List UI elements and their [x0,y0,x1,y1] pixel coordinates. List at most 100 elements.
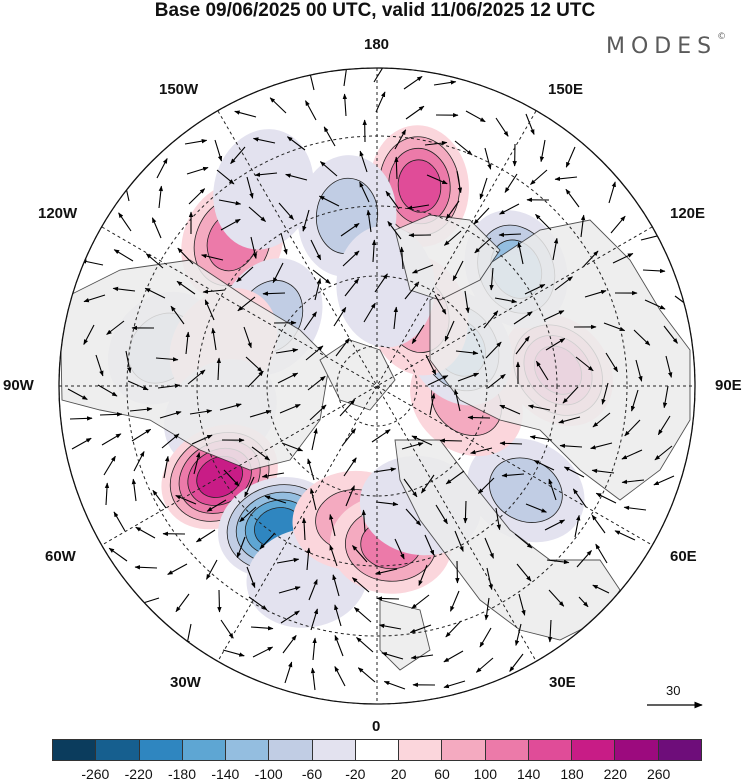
wind-vector [605,352,619,373]
wind-vector [269,97,287,114]
wind-vector [411,594,430,609]
wind-vector [424,140,448,146]
wind-vector [562,386,579,404]
lon-label-120e: 120E [670,205,706,222]
wind-vector [630,389,639,412]
wind-vector [254,172,278,177]
wind-vector [211,327,217,351]
wind-vector [456,170,463,194]
wind-vector [443,680,466,689]
wind-vector [281,442,304,452]
wind-vector [504,173,518,193]
wind-vector [514,533,533,549]
wind-vector [657,415,671,436]
modes-logo: MODES© [606,32,727,59]
wind-vector [272,262,284,284]
wind-vector [156,158,168,179]
wind-vector [548,589,565,607]
wind-vector [175,593,190,613]
wind-vector [663,325,678,344]
colorbar-swatch [52,739,97,761]
colorbar-tick-label: -20 [345,766,366,782]
wind-vector [170,305,185,325]
wind-vector [334,604,342,627]
map-title: Base 09/06/2025 00 UTC, valid 11/06/2025… [154,0,596,21]
colorbar-swatch [485,739,529,761]
colorbar-swatch [572,739,616,761]
wind-vector [312,637,317,661]
wind-vector [305,345,324,361]
wind-vector [454,389,461,412]
wind-vector [236,266,254,283]
wind-vector [357,667,376,683]
wind-vector [287,136,306,151]
wind-vector [443,650,464,663]
wind-vector [248,596,268,611]
colorbar-tick-label: -180 [167,766,197,782]
colorbar-tick-label: -140 [211,766,240,782]
wind-vector [113,249,134,262]
wind-vector [264,495,287,504]
wind-vector [234,110,257,118]
wind-vector [535,213,552,231]
wind-vector [535,360,549,381]
wind-vector [552,237,559,261]
colorbar-swatch [615,739,659,761]
wind-vector [525,113,535,135]
colorbar-tick-label: -60 [301,766,323,782]
colorbar-tick-label: 220 [603,766,628,782]
wind-vector [399,246,405,270]
wind-vector [282,634,297,654]
wind-vector [155,357,179,362]
wind-vector [405,105,425,120]
wind-vector [404,281,420,300]
wind-vector [276,557,300,564]
wind-vector [484,597,490,621]
wind-vector [245,356,263,373]
wind-vector [463,500,468,524]
wind-vector [608,181,616,204]
wind-vector [144,287,166,299]
wind-vector [580,214,586,238]
wind-vector [323,126,336,147]
wind-vector [332,574,340,597]
wind-vector [499,441,523,446]
wind-vector [83,294,106,303]
wind-vector [359,150,368,173]
wind-vector [280,610,300,624]
wind-vector [662,385,669,409]
colorbar-tick-label: -260 [81,766,110,782]
colorbar-swatch [139,739,183,761]
wind-vector [406,204,430,210]
wind-vector [612,253,634,264]
wind-vector [601,382,609,405]
wind-vector [591,514,606,534]
wind-vector [333,306,347,327]
colorbar-swatch [355,739,400,761]
wind-vector [118,212,132,232]
wind-vector [621,479,645,485]
wind-vector [592,584,610,594]
wind-vector [216,357,222,381]
wind-vector [465,110,486,123]
wind-vector [411,264,434,274]
wind-vector [470,447,493,455]
wind-vector [176,280,196,295]
wind-vector [237,296,256,312]
colorbar-ticks: -260 -220 -180 -140 -100 -60 -20 20 60 100 140 180 2… [52,766,702,783]
wind-vector [185,331,190,355]
colorbar-swatch [182,739,227,761]
wind-vector [95,354,104,377]
wind-vector [515,336,530,355]
colorbar-tick-label: 260 [646,766,671,782]
wind-vector [305,100,317,121]
wind-vector [216,169,235,185]
wind-vector [373,68,386,83]
colorbar-tick-label: 140 [516,766,541,782]
wind-vector [307,458,315,481]
lon-label-90w: 90W [3,377,34,394]
wind-vector [375,91,386,113]
wind-vector [363,302,376,323]
wind-vector [563,466,585,478]
